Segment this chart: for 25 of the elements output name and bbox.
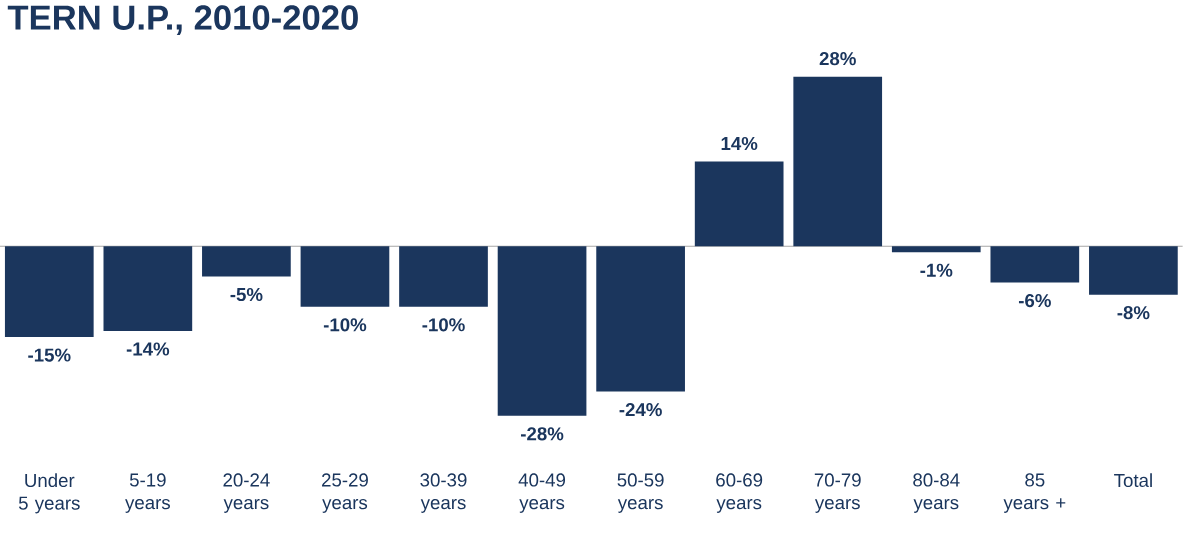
data-label: -15% (28, 348, 71, 362)
data-label: -5% (230, 287, 263, 302)
x-tick-label: Total (1114, 473, 1152, 488)
data-label: 14% (721, 136, 758, 151)
x-tick-label: 60-69 years (716, 473, 763, 513)
data-label: -14% (126, 342, 170, 356)
x-tick-label: 20-24 years (223, 473, 270, 513)
data-label: 28% (819, 52, 856, 66)
data-label: -24% (619, 402, 662, 417)
data-label: -10% (323, 318, 367, 332)
data-label: -10% (422, 318, 465, 332)
x-tick-label: 5-19 years (125, 473, 170, 513)
x-tick-label: 70-79 years (814, 473, 861, 513)
x-tick-label: 30-39 years (420, 473, 467, 513)
x-tick-label: 25-29 years (322, 473, 368, 513)
x-tick-label: 40-49 years (518, 473, 566, 513)
x-tick-label: 80-84 years (913, 473, 960, 513)
data-label: -28% (521, 427, 564, 441)
chart-title: TERN U.P., 2010-2020 (7, 5, 358, 35)
x-tick-label: Under 5 years (18, 473, 80, 514)
x-tick-label: 85 years + (1003, 473, 1066, 513)
x-tick-label: 50-59 years (617, 473, 664, 513)
data-label: -8% (1117, 306, 1150, 320)
data-label: -6% (1018, 293, 1051, 308)
data-label: -1% (920, 263, 953, 277)
